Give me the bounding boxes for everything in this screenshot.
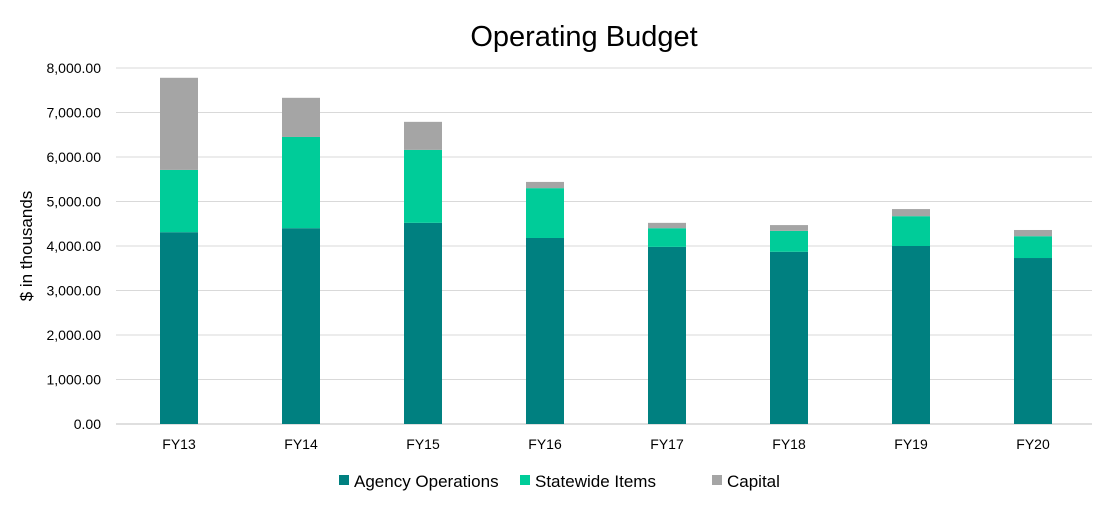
legend-swatch	[339, 475, 349, 485]
bar-agency-operations-fy13	[160, 232, 198, 424]
bar-statewide-items-fy15	[404, 149, 442, 223]
y-tick-label: 6,000.00	[47, 149, 102, 165]
x-tick-label: FY18	[772, 436, 806, 452]
bar-agency-operations-fy17	[648, 246, 686, 424]
legend-label: Capital	[727, 472, 780, 491]
bar-statewide-items-fy18	[770, 230, 808, 252]
bar-capital-fy17	[648, 222, 686, 229]
legend-swatch	[520, 475, 530, 485]
chart-title: Operating Budget	[470, 21, 697, 53]
bar-capital-fy18	[770, 225, 808, 231]
x-tick-label: FY17	[650, 436, 684, 452]
x-tick-label: FY14	[284, 436, 318, 452]
bar-agency-operations-fy14	[282, 228, 320, 424]
bar-capital-fy13	[160, 77, 198, 170]
bar-agency-operations-fy19	[892, 246, 930, 424]
y-tick-label: 0.00	[74, 416, 101, 432]
x-tick-label: FY20	[1016, 436, 1050, 452]
y-tick-label: 7,000.00	[47, 105, 102, 121]
legend-swatch	[712, 475, 722, 485]
y-tick-label: 1,000.00	[47, 372, 102, 388]
bar-agency-operations-fy20	[1014, 258, 1052, 424]
y-axis-label: $ in thousands	[17, 191, 36, 302]
legend-label: Agency Operations	[354, 472, 499, 491]
y-tick-label: 2,000.00	[47, 327, 102, 343]
y-tick-label: 4,000.00	[47, 238, 102, 254]
bar-statewide-items-fy14	[282, 136, 320, 229]
x-tick-label: FY13	[162, 436, 196, 452]
bar-statewide-items-fy16	[526, 188, 564, 238]
bar-statewide-items-fy13	[160, 169, 198, 233]
bar-capital-fy15	[404, 121, 442, 150]
y-tick-label: 8,000.00	[47, 60, 102, 76]
x-tick-label: FY19	[894, 436, 928, 452]
legend-label: Statewide Items	[535, 472, 656, 491]
bar-capital-fy14	[282, 97, 320, 137]
x-tick-label: FY16	[528, 436, 562, 452]
bar-capital-fy19	[892, 209, 930, 217]
bar-agency-operations-fy15	[404, 222, 442, 424]
bar-statewide-items-fy17	[648, 228, 686, 247]
y-tick-label: 5,000.00	[47, 194, 102, 210]
bar-agency-operations-fy16	[526, 237, 564, 424]
bar-statewide-items-fy20	[1014, 236, 1052, 259]
x-tick-label: FY15	[406, 436, 440, 452]
bar-capital-fy16	[526, 181, 564, 189]
bar-capital-fy20	[1014, 229, 1052, 237]
bar-agency-operations-fy18	[770, 251, 808, 424]
y-tick-label: 3,000.00	[47, 283, 102, 299]
bar-statewide-items-fy19	[892, 216, 930, 246]
